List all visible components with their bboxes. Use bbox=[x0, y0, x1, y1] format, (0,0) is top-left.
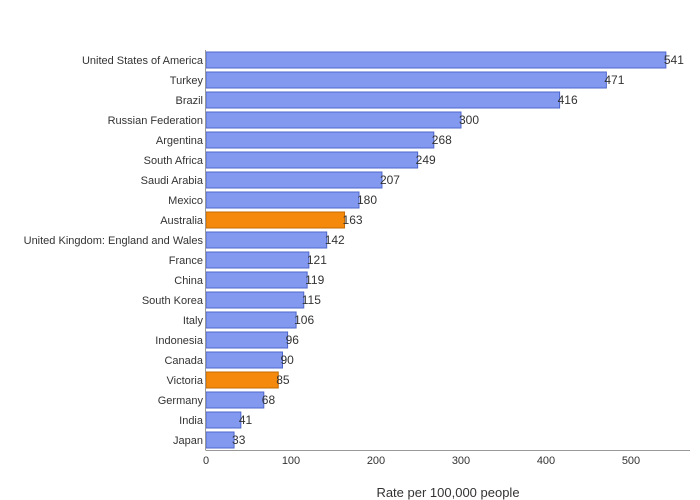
x-ticks: 0 100 200 300 400 500 bbox=[203, 455, 640, 467]
value-label: 180 bbox=[357, 193, 377, 207]
category-label: Italy bbox=[183, 315, 204, 327]
x-tick-label: 100 bbox=[282, 455, 300, 467]
bar bbox=[205, 91, 561, 109]
category-label: Saudi Arabia bbox=[141, 175, 204, 187]
category-label: Brazil bbox=[175, 95, 203, 107]
category-label: France bbox=[169, 255, 203, 267]
value-label: 207 bbox=[380, 173, 400, 187]
bar bbox=[205, 51, 667, 69]
value-label: 142 bbox=[325, 233, 345, 247]
category-label: South Africa bbox=[144, 155, 204, 167]
x-axis-title: Rate per 100,000 people bbox=[376, 485, 519, 500]
bar bbox=[205, 111, 462, 129]
category-label: South Korea bbox=[142, 295, 204, 307]
bar bbox=[205, 251, 310, 269]
x-tick-label: 0 bbox=[203, 455, 209, 467]
category-label: Germany bbox=[158, 395, 204, 407]
category-labels: United States of America Turkey Brazil Russ… bbox=[24, 55, 204, 447]
category-label: Turkey bbox=[170, 75, 204, 87]
bar bbox=[205, 371, 279, 389]
value-label: 106 bbox=[294, 313, 314, 327]
value-label: 33 bbox=[232, 433, 246, 447]
value-label: 471 bbox=[604, 73, 624, 87]
value-label: 268 bbox=[432, 133, 452, 147]
category-label: Russian Federation bbox=[108, 115, 203, 127]
x-tick-label: 500 bbox=[622, 455, 640, 467]
category-label: Indonesia bbox=[155, 335, 204, 347]
bar bbox=[205, 151, 419, 169]
x-tick-label: 200 bbox=[367, 455, 385, 467]
bar bbox=[205, 131, 435, 149]
bar bbox=[205, 391, 265, 409]
category-label: Victoria bbox=[167, 375, 204, 387]
bars-group bbox=[205, 51, 667, 449]
category-label: Australia bbox=[160, 215, 204, 227]
bar bbox=[205, 271, 308, 289]
category-label: Canada bbox=[164, 355, 203, 367]
category-label: Argentina bbox=[156, 135, 204, 147]
value-label: 416 bbox=[558, 93, 578, 107]
category-label: Japan bbox=[173, 435, 203, 447]
value-label: 119 bbox=[305, 273, 324, 287]
value-label: 249 bbox=[416, 153, 436, 167]
x-tick-label: 300 bbox=[452, 455, 470, 467]
bar bbox=[205, 71, 607, 89]
value-label: 115 bbox=[302, 293, 321, 307]
value-label: 300 bbox=[459, 113, 479, 127]
value-label: 85 bbox=[276, 373, 290, 387]
bar bbox=[205, 431, 235, 449]
bar bbox=[205, 411, 242, 429]
bar bbox=[205, 331, 289, 349]
bar bbox=[205, 211, 346, 229]
bar bbox=[205, 291, 305, 309]
category-label: Mexico bbox=[168, 195, 203, 207]
category-label: India bbox=[179, 415, 204, 427]
bar bbox=[205, 171, 383, 189]
bar bbox=[205, 231, 328, 249]
value-label: 68 bbox=[262, 393, 276, 407]
bar bbox=[205, 311, 297, 329]
category-label: United States of America bbox=[82, 55, 204, 67]
category-label: United Kingdom: England and Wales bbox=[24, 235, 204, 247]
bar bbox=[205, 191, 360, 209]
value-label: 121 bbox=[307, 253, 327, 267]
value-label: 541 bbox=[664, 53, 684, 67]
bar bbox=[205, 351, 283, 369]
x-tick-label: 400 bbox=[537, 455, 555, 467]
value-label: 41 bbox=[239, 413, 253, 427]
category-label: China bbox=[174, 275, 204, 287]
value-label: 163 bbox=[343, 213, 363, 227]
value-label: 96 bbox=[286, 333, 300, 347]
value-label: 90 bbox=[281, 353, 295, 367]
